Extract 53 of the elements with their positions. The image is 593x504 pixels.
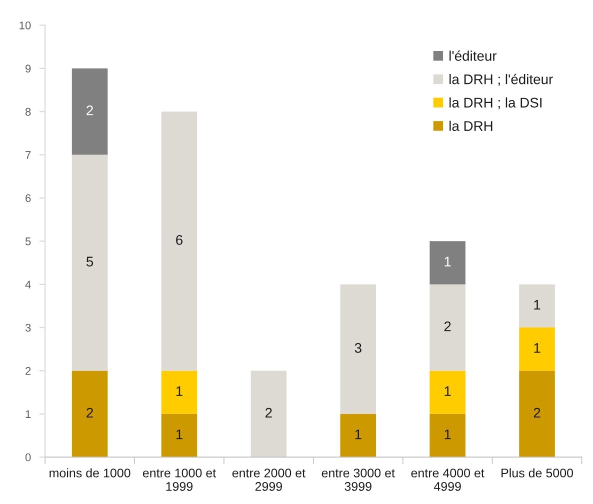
legend-label: la DRH ; l'éditeur [450, 74, 553, 86]
bar [430, 414, 466, 458]
x-tick-label: Plus de 5000 [502, 468, 574, 478]
data-label: 1 [534, 343, 540, 353]
data-label: 1 [534, 300, 540, 310]
bar [430, 241, 466, 284]
bar [72, 370, 108, 458]
x-tick-label: entre 2000 et 2999 [232, 468, 306, 491]
data-label: 2 [534, 408, 540, 418]
bar [340, 414, 376, 458]
bar [519, 370, 555, 458]
bar [250, 370, 287, 458]
y-tick-label: 7 [26, 151, 31, 159]
x-tick-label: entre 1000 et 1999 [142, 468, 216, 491]
legend-label: la DRH ; la DSI [450, 97, 542, 110]
bar [430, 284, 466, 371]
y-tick-label: 3 [25, 324, 31, 332]
data-label: 2 [86, 105, 93, 116]
bar [519, 284, 555, 328]
data-label: 6 [176, 235, 182, 245]
x-tick-label: moins de 1000 [50, 468, 130, 478]
data-label: 1 [176, 386, 182, 396]
data-label: 2 [266, 408, 272, 418]
bar [161, 370, 198, 414]
y-tick-label: 6 [26, 194, 31, 202]
data-label: 2 [86, 408, 93, 418]
bar [72, 68, 108, 155]
data-label: 2 [444, 321, 451, 332]
data-label: 1 [176, 430, 182, 440]
y-tick-label: 1 [26, 410, 31, 418]
bar [340, 284, 376, 414]
legend-label: la DRH [450, 120, 492, 131]
data-label: 5 [86, 256, 94, 266]
bar [161, 414, 198, 458]
data-label: 1 [355, 430, 362, 440]
y-tick-label: 4 [25, 280, 31, 288]
y-tick-label: 2 [26, 367, 31, 375]
data-label: 1 [444, 256, 451, 266]
x-tick-label: entre 4000 et 4999 [411, 468, 484, 491]
y-tick-label: 10 [20, 21, 31, 30]
bar [72, 154, 108, 371]
y-tick-label: 0 [25, 453, 31, 462]
bar [430, 370, 466, 414]
y-tick-label: 8 [25, 108, 31, 116]
y-tick-label: 5 [25, 238, 31, 246]
bar [161, 112, 198, 371]
legend-label: l'éditeur [450, 50, 497, 61]
data-label: 1 [444, 430, 451, 440]
data-label: 3 [354, 343, 362, 353]
x-tick-label: entre 3000 et 3999 [322, 468, 395, 491]
bar [519, 328, 555, 371]
y-tick-label: 9 [26, 64, 31, 73]
data-label: 1 [444, 386, 451, 396]
